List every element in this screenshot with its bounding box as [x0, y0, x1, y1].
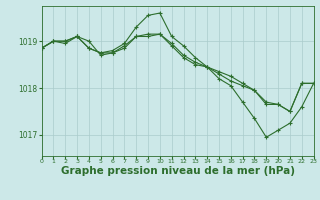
X-axis label: Graphe pression niveau de la mer (hPa): Graphe pression niveau de la mer (hPa)	[60, 166, 295, 176]
